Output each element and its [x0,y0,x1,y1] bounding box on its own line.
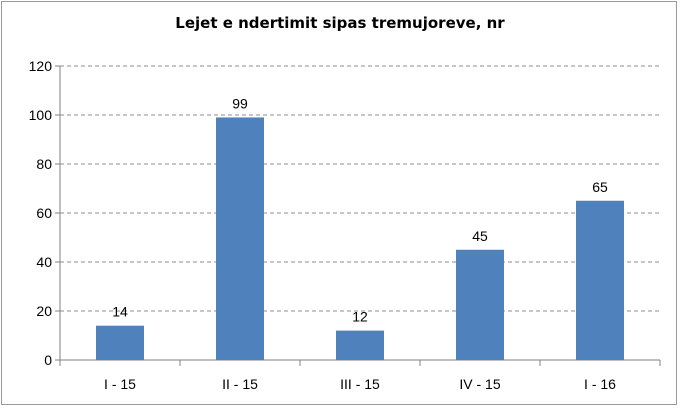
bar [456,249,504,360]
data-label: 12 [352,309,368,325]
bar [576,200,624,360]
y-tick-label: 80 [36,156,52,172]
y-tick-label: 120 [29,58,53,74]
y-tick-label: 0 [44,352,52,368]
data-labels: 14 99 12 45 65 [112,95,608,324]
x-tick-label: I - 15 [104,376,136,392]
data-label: 14 [112,304,128,320]
y-tick-label: 60 [36,205,52,221]
data-label: 65 [592,179,608,195]
x-tick-label: II - 15 [222,376,258,392]
bar [336,330,384,360]
bar [216,117,264,360]
y-tick-label: 100 [29,107,53,123]
y-tick-label: 20 [36,303,52,319]
data-label: 45 [472,228,488,244]
x-tick-label: III - 15 [340,376,380,392]
data-label: 99 [232,95,248,111]
gridlines [60,65,660,312]
bars [96,117,624,360]
x-tick-labels: I - 15 II - 15 III - 15 IV - 15 I - 16 [104,376,616,392]
x-tick-label: IV - 15 [459,376,500,392]
axes [55,65,661,366]
y-tick-labels: 0 20 40 60 80 100 120 [29,58,53,368]
bar [96,325,144,360]
y-tick-label: 40 [36,254,52,270]
chart-title: Lejet e ndertimit sipas tremujoreve, nr [175,14,505,32]
x-tick-label: I - 16 [584,376,616,392]
